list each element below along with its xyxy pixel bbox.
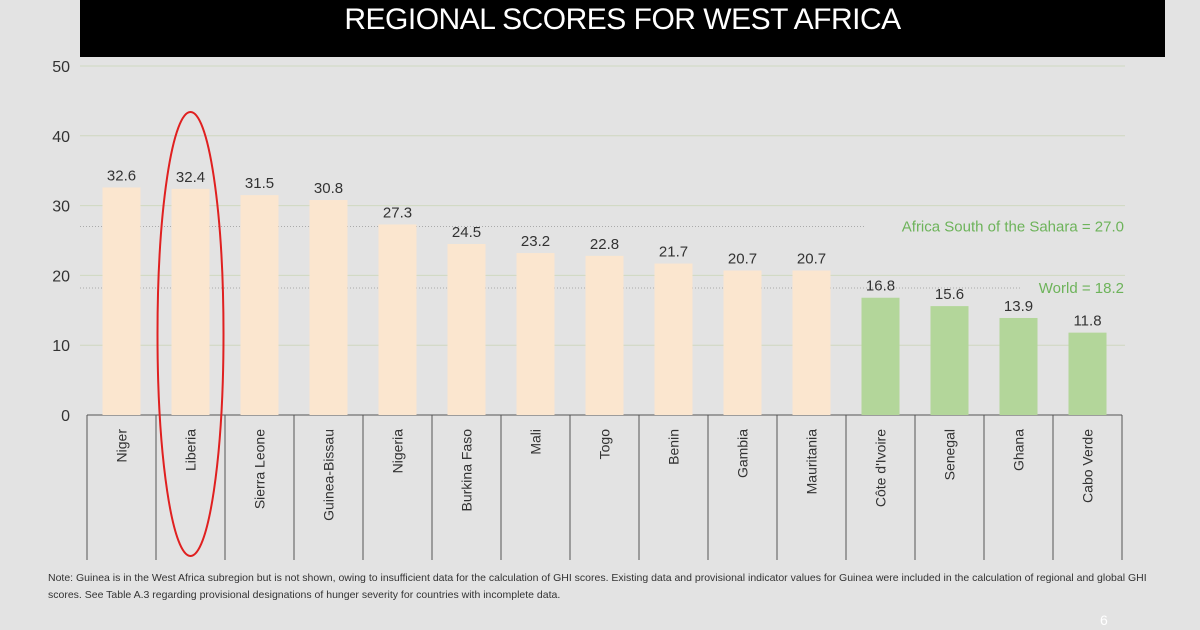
bar-mauritania (792, 270, 831, 415)
value-label: 22.8 (590, 236, 619, 253)
bar-mali (516, 253, 555, 415)
x-tick-label: Nigeria (390, 429, 406, 474)
chart-title: REGIONAL SCORES FOR WEST AFRICA (80, 0, 1165, 57)
value-label: 20.7 (797, 251, 826, 268)
bar-burkina-faso (447, 243, 486, 415)
value-label: 21.7 (659, 244, 688, 261)
bar-benin (654, 263, 693, 415)
value-label: 27.3 (383, 204, 412, 221)
bar-sierra-leone (240, 195, 279, 415)
reference-line-label: World = 18.2 (1039, 280, 1124, 297)
bar-guinea-bissau (309, 200, 348, 415)
y-tick-label: 0 (61, 408, 70, 425)
y-tick-label: 50 (52, 59, 70, 76)
value-label: 24.5 (452, 224, 481, 241)
x-tick-label: Mali (528, 429, 544, 455)
x-tick-label: Cabo Verde (1080, 429, 1096, 503)
value-label: 23.2 (521, 233, 550, 250)
value-label: 13.9 (1004, 298, 1033, 315)
reference-line-label: Africa South of the Sahara = 27.0 (902, 219, 1124, 236)
page-number: 6 (1100, 612, 1108, 628)
x-tick-label: Liberia (183, 429, 199, 471)
bar-nigeria (378, 224, 417, 415)
x-tick-label: Benin (666, 429, 682, 465)
footnote: Note: Guinea is in the West Africa subre… (48, 572, 1147, 601)
x-tick-label: Niger (114, 429, 130, 463)
value-label: 31.5 (245, 175, 274, 192)
x-tick-label: Gambia (735, 429, 751, 478)
x-tick-label: Guinea-Bissau (321, 429, 337, 521)
value-label: 20.7 (728, 251, 757, 268)
bar-cabo-verde (1068, 332, 1107, 415)
y-tick-label: 20 (52, 268, 70, 285)
value-label: 30.8 (314, 180, 343, 197)
bar-niger (102, 187, 141, 415)
bar-togo (585, 255, 624, 415)
value-label: 32.6 (107, 167, 136, 184)
x-tick-label: Mauritania (804, 429, 820, 495)
x-tick-label: Sierra Leone (252, 429, 268, 509)
y-tick-label: 30 (52, 199, 70, 216)
bar-gambia (723, 270, 762, 415)
value-label: 32.4 (176, 169, 205, 186)
bar-liberia (171, 188, 210, 415)
bar-c-te-d-ivoire (861, 297, 900, 415)
x-tick-label: Côte d'Ivoire (873, 429, 889, 507)
x-tick-label: Senegal (942, 429, 958, 480)
x-tick-label: Togo (597, 429, 613, 460)
value-label: 15.6 (935, 286, 964, 303)
y-tick-label: 40 (52, 129, 70, 146)
bar-senegal (930, 306, 969, 415)
bar-ghana (999, 317, 1038, 415)
highlight-ellipse (156, 111, 225, 557)
x-tick-label: Ghana (1011, 429, 1027, 471)
x-tick-label: Burkina Faso (459, 429, 475, 512)
value-label: 11.8 (1073, 313, 1101, 330)
value-label: 16.8 (866, 278, 895, 295)
y-tick-label: 10 (52, 338, 70, 355)
